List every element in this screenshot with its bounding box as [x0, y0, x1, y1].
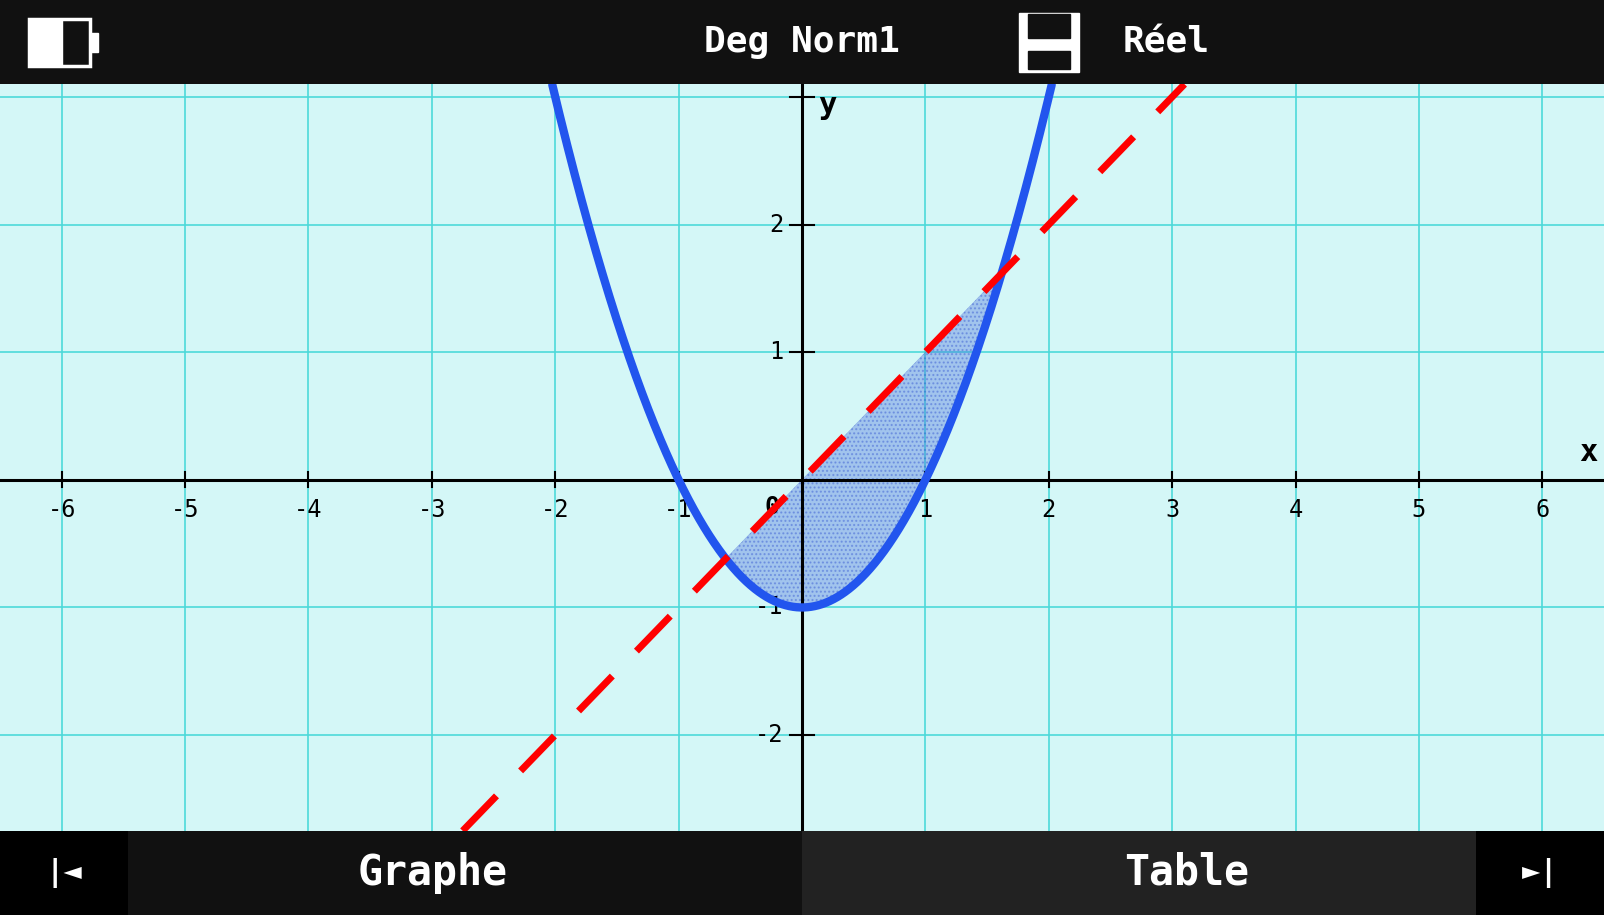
Text: -5: -5: [172, 498, 199, 522]
Text: -4: -4: [294, 498, 322, 522]
Text: -2: -2: [755, 723, 783, 747]
Text: 1: 1: [770, 340, 783, 364]
Text: |◄: |◄: [47, 858, 82, 888]
Bar: [29, 18, 90, 66]
Bar: [1476, 831, 1604, 915]
Text: 3: 3: [1165, 498, 1179, 522]
Bar: [0, 831, 128, 915]
Text: Table: Table: [1124, 852, 1250, 894]
Text: 6: 6: [1535, 498, 1549, 522]
Text: 0: 0: [765, 495, 780, 519]
Text: 2: 2: [770, 212, 783, 237]
Text: -3: -3: [417, 498, 446, 522]
Text: 1: 1: [917, 498, 932, 522]
Text: ►|: ►|: [1522, 858, 1557, 888]
Bar: [29, 18, 63, 66]
Text: 2: 2: [1041, 498, 1055, 522]
Text: Graphe: Graphe: [358, 852, 508, 894]
Text: 5: 5: [1412, 498, 1426, 522]
Text: -1: -1: [664, 498, 693, 522]
Text: y: y: [818, 91, 836, 120]
Text: Deg Norm1: Deg Norm1: [704, 25, 900, 59]
Text: -6: -6: [48, 498, 75, 522]
Bar: [1028, 50, 1070, 69]
Bar: [802, 831, 1604, 915]
Text: -2: -2: [541, 498, 569, 522]
Bar: [90, 33, 98, 51]
Text: Réel: Réel: [1123, 25, 1209, 59]
Bar: [1028, 15, 1070, 38]
Text: x: x: [1580, 438, 1598, 467]
Text: 4: 4: [1288, 498, 1302, 522]
Text: -1: -1: [755, 596, 783, 619]
Bar: [1019, 13, 1079, 71]
